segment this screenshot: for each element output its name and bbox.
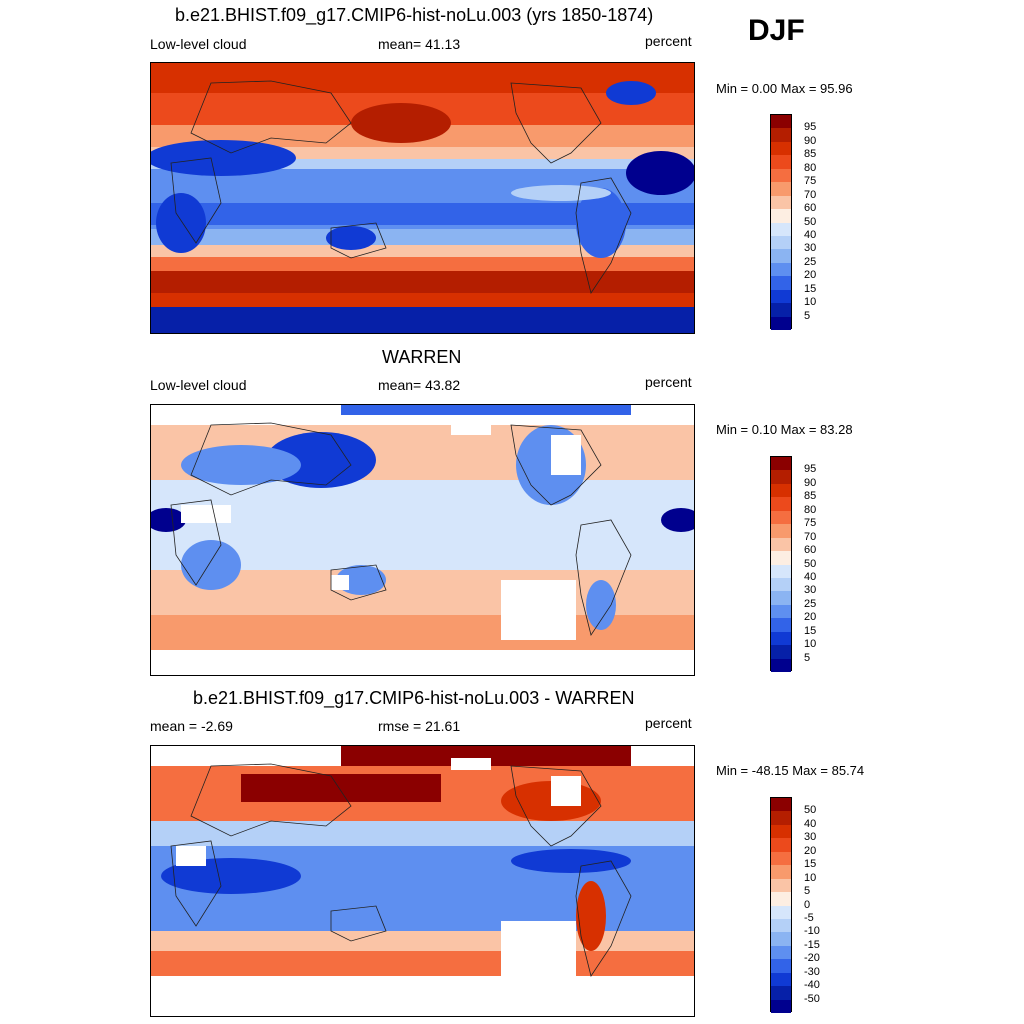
colorbar-tick: 15 <box>804 624 817 637</box>
colorbar-tick: 90 <box>804 476 817 489</box>
colorbar-tick: 30 <box>804 831 817 844</box>
colorbar-tick: 50 <box>804 557 817 570</box>
colorbar-tick: 25 <box>804 597 817 610</box>
colorbar-tick: 70 <box>804 188 817 201</box>
colorbar-tick: 10 <box>804 871 817 884</box>
colorbar-tick: 30 <box>804 242 817 255</box>
colorbar-tick: -15 <box>804 938 820 951</box>
colorbar-tick: 0 <box>804 898 811 911</box>
colorbar-tick: -5 <box>804 912 814 924</box>
colorbar-tick: 75 <box>804 517 817 530</box>
colorbar-tick: 20 <box>804 611 817 624</box>
colorbar-tick: -20 <box>804 952 820 965</box>
colorbar-tick: 60 <box>804 202 817 215</box>
panel-3-units-label: percent <box>645 715 692 731</box>
panel-3-map <box>150 745 695 1017</box>
colorbar-tick: 95 <box>804 463 817 476</box>
colorbar-tick: 70 <box>804 530 817 543</box>
panel-2-mean-label: mean= 43.82 <box>378 377 461 393</box>
panel-3-colorbar <box>770 797 792 1013</box>
colorbar-tick: 5 <box>804 309 811 322</box>
panel-2-colorbar <box>770 456 792 672</box>
colorbar-tick: 15 <box>804 282 817 295</box>
colorbar-tick: 75 <box>804 175 817 188</box>
panel-2-minmax-label: Min = 0.10 Max = 83.28 <box>716 422 853 437</box>
colorbar-tick: -30 <box>804 965 820 978</box>
panel-2-map <box>150 404 695 676</box>
panel-1-colorbar <box>770 114 792 330</box>
panel-2-map-field <box>151 405 694 675</box>
colorbar-tick: 50 <box>804 215 817 228</box>
colorbar-tick: 10 <box>804 638 817 651</box>
colorbar-tick: 40 <box>804 817 817 830</box>
colorbar-tick: 15 <box>804 858 817 871</box>
colorbar-tick: 80 <box>804 503 817 516</box>
colorbar-tick: 5 <box>804 651 811 664</box>
season-label: DJF <box>748 14 805 47</box>
colorbar-tick: 40 <box>804 571 817 583</box>
colorbar-tick: 85 <box>804 148 817 161</box>
panel-3-minmax-label: Min = -48.15 Max = 85.74 <box>716 763 865 778</box>
panel-3-rmse-label: rmse = 21.61 <box>378 718 461 734</box>
panel-3-title: b.e21.BHIST.f09_g17.CMIP6-hist-noLu.003 … <box>193 688 635 708</box>
panel-1-title: b.e21.BHIST.f09_g17.CMIP6-hist-noLu.003 … <box>175 5 654 25</box>
panel-1-mean-label: mean= 41.13 <box>378 36 461 52</box>
colorbar-tick: 30 <box>804 584 817 597</box>
colorbar-tick: 80 <box>804 161 817 174</box>
panel-1-map-field <box>151 63 694 333</box>
colorbar-tick: 60 <box>804 544 817 557</box>
colorbar-tick: 25 <box>804 255 817 268</box>
colorbar-tick: -10 <box>804 925 820 938</box>
colorbar-tick: 90 <box>804 134 817 147</box>
panel-1-minmax-label: Min = 0.00 Max = 95.96 <box>716 81 853 96</box>
colorbar-tick: 20 <box>804 269 817 282</box>
panel-2-left-label: Low-level cloud <box>150 377 247 393</box>
colorbar-tick: 5 <box>804 885 811 898</box>
panel-3-map-field <box>151 746 694 1016</box>
panel-2-title: WARREN <box>382 347 462 367</box>
colorbar-tick: 10 <box>804 296 817 309</box>
colorbar-tick: 85 <box>804 490 817 503</box>
colorbar-tick: -40 <box>804 979 820 992</box>
panel-1-map <box>150 62 695 334</box>
colorbar-tick: 95 <box>804 121 817 134</box>
colorbar-tick: 20 <box>804 844 817 857</box>
colorbar-tick: 40 <box>804 229 817 241</box>
panel-3-mean-label: mean = -2.69 <box>150 718 233 734</box>
colorbar-tick: -50 <box>804 992 820 1005</box>
panel-1-left-label: Low-level cloud <box>150 36 247 52</box>
colorbar-tick: 50 <box>804 804 817 817</box>
panel-1-units-label: percent <box>645 33 692 49</box>
panel-2-units-label: percent <box>645 374 692 390</box>
